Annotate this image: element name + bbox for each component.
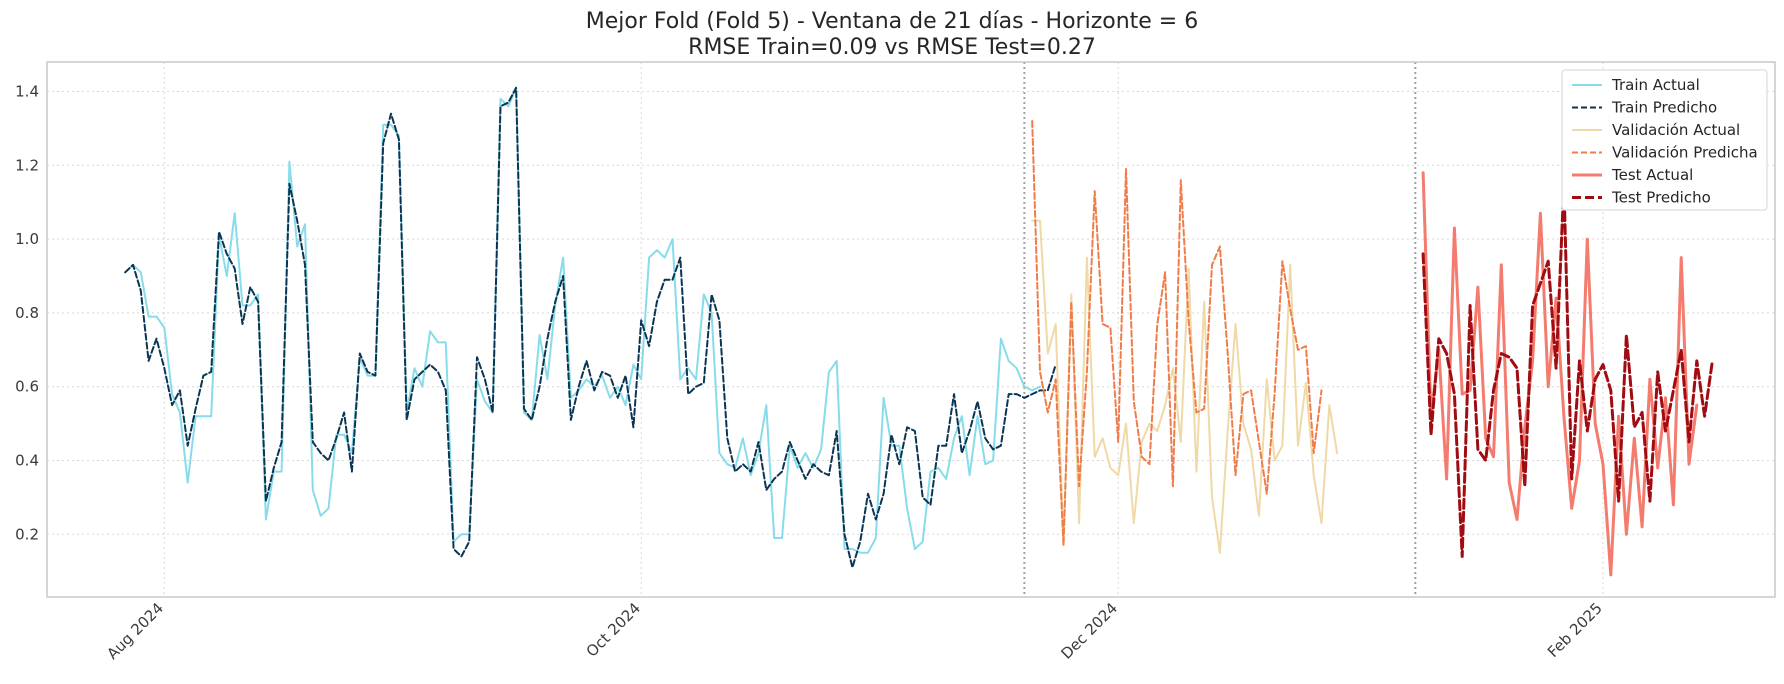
y-tick-label: 0.8 xyxy=(15,304,39,322)
legend-box xyxy=(1561,69,1768,211)
axes: 0.2 0.4 0.6 0.8 1.0 1.2 1.4 Aug 2024 Oct 2024 Dec… xyxy=(15,61,1776,663)
y-tick-label: 0.4 xyxy=(15,451,39,469)
x-tick-label: Dec 2024 xyxy=(1057,599,1121,663)
legend-label: Validación Actual xyxy=(1612,121,1740,139)
legend-label: Train Actual xyxy=(1611,76,1700,94)
x-tick-label: Aug 2024 xyxy=(103,599,167,663)
series-line-test-predicho xyxy=(1421,182,1714,558)
legend-label: Validación Predicha xyxy=(1612,144,1758,162)
series-line-validaci-n-predicha xyxy=(1031,120,1323,547)
series-line-validaci-n-actual xyxy=(1031,219,1339,554)
chart-subtitle: RMSE Train=0.09 vs RMSE Test=0.27 xyxy=(688,35,1096,60)
legend: Train Actual Train Predicho Validación Act… xyxy=(1561,69,1768,211)
split-markers xyxy=(1023,62,1417,597)
legend-label: Test Predicho xyxy=(1611,189,1711,207)
x-tick-label: Feb 2025 xyxy=(1544,599,1606,661)
y-tick-label: 1.2 xyxy=(15,156,39,174)
y-tick-label: 0.6 xyxy=(15,378,39,396)
series-line-train-actual xyxy=(124,86,1041,554)
plot-frame xyxy=(46,61,1776,598)
x-tick-label: Oct 2024 xyxy=(583,599,644,660)
y-tick-label: 0.2 xyxy=(15,525,39,543)
gridlines xyxy=(47,62,1775,597)
y-tick-label: 1.0 xyxy=(15,230,39,248)
y-tick-label: 1.4 xyxy=(15,83,39,101)
legend-label: Train Predicho xyxy=(1611,99,1717,117)
chart-title: Mejor Fold (Fold 5) - Ventana de 21 días… xyxy=(586,9,1198,34)
series-line-train-predicho xyxy=(124,86,1057,569)
series-lines xyxy=(124,86,1714,577)
legend-label: Test Actual xyxy=(1611,166,1693,184)
